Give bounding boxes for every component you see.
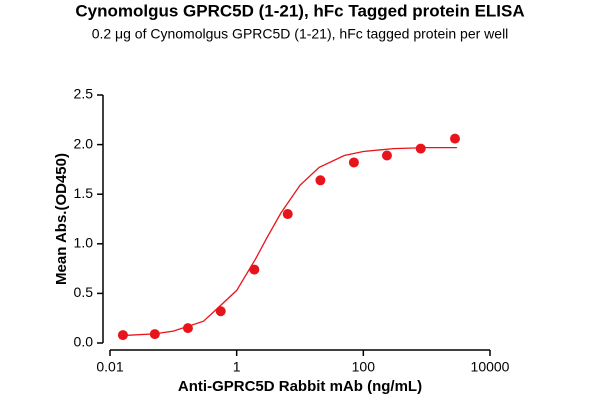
data-point xyxy=(381,150,392,161)
data-point xyxy=(449,133,460,144)
x-axis-label: Anti-GPRC5D Rabbit mAb (ng/mL) xyxy=(178,378,422,395)
data-point xyxy=(282,209,293,220)
y-tick-label: 2.0 xyxy=(74,135,94,151)
chart-subtitle: 0.2 μg of Cynomolgus GPRC5D (1-21), hFc … xyxy=(92,26,509,42)
y-tick-label: 1.5 xyxy=(74,185,94,201)
y-tick-label: 0.0 xyxy=(74,334,94,350)
y-tick-label: 1.0 xyxy=(74,235,94,251)
fit-curve xyxy=(122,146,457,337)
x-tick-label: 1 xyxy=(233,359,241,375)
data-point xyxy=(249,264,260,275)
x-tick-label: 0.01 xyxy=(96,359,123,375)
y-axis-label: Mean Abs.(OD450) xyxy=(53,153,70,285)
data-point xyxy=(415,143,426,154)
x-tick-label: 100 xyxy=(352,359,376,375)
y-tick-label: 0.5 xyxy=(74,284,94,300)
chart-title: Cynomolgus GPRC5D (1-21), hFc Tagged pro… xyxy=(75,1,524,20)
x-tick-label: 10000 xyxy=(471,359,510,375)
data-point xyxy=(149,329,160,340)
y-tick-label: 2.5 xyxy=(74,86,94,102)
data-point xyxy=(117,330,128,341)
data-point xyxy=(182,323,193,334)
data-point xyxy=(348,157,359,168)
data-point xyxy=(315,175,326,186)
data-point xyxy=(215,306,226,317)
